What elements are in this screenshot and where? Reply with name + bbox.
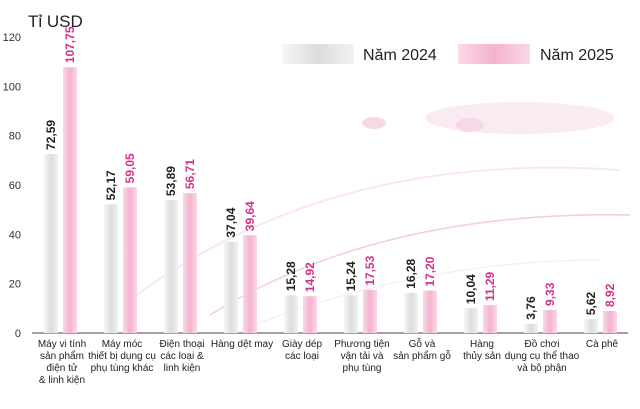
category-label: Đồ chơi	[525, 338, 560, 350]
category-label: các loại	[285, 351, 319, 362]
bar-2024	[584, 319, 598, 333]
value-label-2024: 15,24	[344, 261, 358, 291]
value-label-2025: 11,29	[483, 271, 497, 301]
category-label: Máy vi tính	[38, 339, 86, 350]
y-tick-label: 40	[9, 229, 21, 241]
category-label: phụ tùng	[343, 363, 382, 374]
unit-label: Tỉ USD	[28, 12, 83, 31]
value-label-2024: 52,17	[104, 170, 118, 200]
category-label: thủy sản	[463, 350, 501, 362]
y-tick-label: 0	[15, 328, 21, 340]
bar-2025	[543, 309, 557, 333]
y-tick-label: 60	[9, 180, 21, 192]
bar-2025	[483, 305, 497, 333]
category-label: Phương tiện	[334, 339, 390, 350]
value-label-2024: 3,76	[524, 296, 538, 320]
bar-2024	[404, 292, 418, 333]
category-label: và bộ phận	[517, 363, 567, 374]
category-label: sản phẩm gỗ	[393, 349, 451, 362]
y-tick-label: 80	[9, 131, 21, 143]
legend-label-2024: Năm 2024	[363, 47, 437, 64]
category-label: vận tải và	[341, 351, 384, 362]
category-label: Gỗ và	[409, 337, 436, 350]
y-tick-label: 20	[9, 279, 21, 291]
value-label-2024: 10,04	[464, 274, 478, 304]
category-label: Hàng dệt may	[211, 339, 273, 350]
bar-2025	[303, 296, 317, 333]
category-label: Cà phê	[586, 339, 619, 350]
bar-2025	[183, 193, 197, 333]
bar-2025	[123, 187, 137, 333]
value-label-2025: 17,20	[423, 256, 437, 286]
legend-swatch-2025	[458, 44, 530, 64]
value-label-2024: 53,89	[164, 166, 178, 196]
legend-swatch-2024	[282, 44, 354, 64]
bar-2024	[344, 295, 358, 333]
bar-2024	[224, 241, 238, 333]
category-label: Máy móc	[102, 339, 143, 350]
bar-2024	[164, 200, 178, 333]
y-tick-label: 120	[3, 32, 21, 44]
value-label-2025: 39,64	[243, 201, 257, 231]
value-label-2024: 72,59	[44, 120, 58, 150]
y-tick-label: 100	[3, 81, 21, 93]
category-label: thiết bị dụng cụ	[88, 350, 156, 362]
value-label-2025: 59,05	[123, 153, 137, 183]
bars	[44, 67, 617, 333]
y-axis: 0 20 40 60 80 100 120	[3, 32, 21, 340]
value-label-2025: 17,53	[363, 255, 377, 285]
category-label: dụng cụ thể thao	[505, 350, 580, 362]
category-label: phụ tùng khác	[91, 363, 154, 374]
category-label: Hàng	[470, 339, 494, 350]
bar-2025	[363, 289, 377, 333]
category-label: Điện thoại	[159, 339, 204, 350]
value-label-2025: 107,75	[63, 26, 77, 63]
category-label: sản phẩm	[40, 350, 84, 362]
value-label-2025: 14,92	[303, 262, 317, 292]
bar-2024	[104, 204, 118, 333]
legend-label-2025: Năm 2025	[540, 47, 614, 64]
value-label-2024: 16,28	[404, 258, 418, 288]
category-label: & linh kiện	[39, 375, 85, 386]
legend: Năm 2024 Năm 2025	[282, 44, 614, 64]
bar-2025	[603, 310, 617, 333]
airplane-shape-icon	[425, 102, 615, 134]
bar-2024	[524, 323, 538, 333]
value-label-2025: 8,92	[603, 283, 617, 307]
value-label-2025: 9,33	[543, 282, 557, 306]
bar-2025	[423, 290, 437, 333]
bar-2025	[243, 235, 257, 333]
value-label-2024: 15,28	[284, 261, 298, 291]
value-label-2025: 56,71	[183, 159, 197, 189]
value-labels: 72,59 107,75 52,17 59,05 53,89 56,71 37,04 39,6…	[44, 26, 617, 320]
value-label-2024: 37,04	[224, 207, 238, 237]
bar-2024	[44, 153, 58, 333]
category-label: linh kiện	[164, 363, 201, 374]
category-label: điện tử	[46, 362, 77, 374]
category-label: các loại &	[160, 351, 204, 362]
bar-2025	[63, 67, 77, 333]
value-label-2024: 5,62	[584, 291, 598, 315]
category-label: Giày dép	[282, 339, 322, 350]
bar-2024	[284, 295, 298, 333]
bar-2024	[464, 308, 478, 333]
